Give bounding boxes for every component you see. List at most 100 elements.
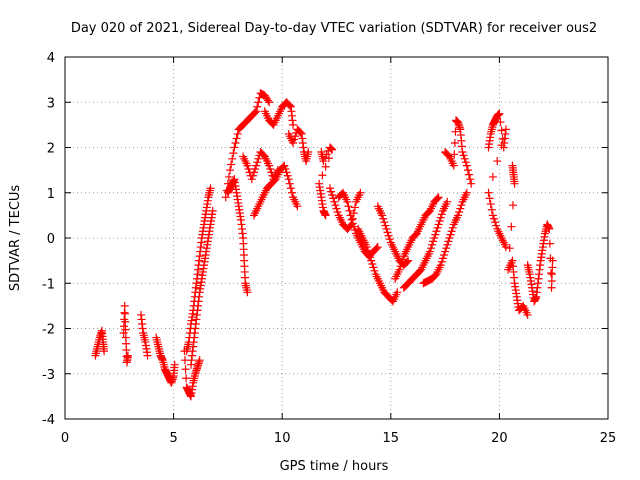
data-point xyxy=(100,347,109,356)
data-point xyxy=(497,141,506,150)
data-point xyxy=(318,171,327,180)
data-point xyxy=(449,161,458,170)
data-point xyxy=(455,207,464,216)
data-point xyxy=(454,211,463,220)
data-point xyxy=(319,157,328,166)
data-point xyxy=(381,221,390,230)
data-point xyxy=(446,230,455,239)
data-point xyxy=(397,258,406,267)
data-point xyxy=(547,276,556,285)
data-point xyxy=(181,365,190,374)
data-point xyxy=(248,171,257,180)
y-tick-label: 4 xyxy=(47,51,55,66)
data-point xyxy=(488,172,497,181)
data-point xyxy=(442,244,451,253)
data-point xyxy=(507,222,516,231)
data-point xyxy=(252,161,261,170)
data-point xyxy=(457,201,466,210)
data-point xyxy=(331,201,340,210)
data-point xyxy=(350,203,359,212)
data-point xyxy=(393,288,402,297)
data-point xyxy=(378,211,387,220)
data-point xyxy=(265,161,274,170)
data-point xyxy=(206,184,215,193)
data-point xyxy=(232,134,241,143)
data-point xyxy=(119,322,128,331)
data-point xyxy=(143,351,152,360)
data-point xyxy=(404,256,413,265)
data-point xyxy=(368,260,377,269)
y-axis-title: SDTVAR / TECUs xyxy=(8,185,23,292)
data-point xyxy=(445,234,454,242)
data-point xyxy=(224,172,233,181)
data-point xyxy=(121,317,130,326)
data-point xyxy=(501,125,510,134)
data-point xyxy=(289,138,298,147)
data-point xyxy=(228,154,237,163)
data-point xyxy=(435,217,444,226)
data-point xyxy=(233,129,242,138)
data-point xyxy=(123,351,132,360)
data-point xyxy=(327,187,336,196)
data-point xyxy=(243,288,252,297)
data-point xyxy=(343,197,352,206)
data-point xyxy=(460,154,469,163)
data-point xyxy=(229,149,238,158)
series-pass-s xyxy=(391,193,443,283)
data-point xyxy=(249,168,258,177)
data-point xyxy=(266,164,275,173)
data-point xyxy=(450,138,459,147)
data-point xyxy=(289,120,298,129)
data-point xyxy=(379,214,388,223)
data-point xyxy=(253,158,262,167)
x-tick-label: 10 xyxy=(274,431,291,446)
data-point xyxy=(456,204,465,213)
series-pass-d xyxy=(152,333,179,387)
series-pass-h xyxy=(223,175,252,297)
data-point xyxy=(287,188,296,197)
data-point xyxy=(547,283,556,292)
data-point xyxy=(395,265,404,274)
data-point xyxy=(447,227,456,236)
data-point xyxy=(432,227,441,236)
data-point xyxy=(231,138,240,147)
data-point xyxy=(254,98,263,107)
y-tick-label: -2 xyxy=(42,323,55,338)
data-point xyxy=(282,168,291,177)
data-point xyxy=(121,325,130,334)
data-point xyxy=(429,237,438,246)
data-point xyxy=(433,194,442,203)
series-pass-g xyxy=(186,206,217,369)
data-point xyxy=(344,202,353,211)
series-pass-y xyxy=(523,220,557,306)
data-point xyxy=(281,164,290,173)
data-point xyxy=(436,261,445,270)
y-tick-label: -1 xyxy=(42,277,55,292)
data-point xyxy=(365,249,374,258)
data-point xyxy=(548,263,557,272)
series-pass-u xyxy=(419,188,471,288)
data-point xyxy=(293,202,302,211)
series-pass-a xyxy=(91,326,109,360)
data-point xyxy=(487,205,496,214)
data-point xyxy=(182,374,191,383)
series-pass-x xyxy=(504,161,532,319)
data-point xyxy=(221,193,230,202)
data-point xyxy=(253,102,262,111)
data-point xyxy=(230,143,239,152)
data-point xyxy=(443,197,452,206)
data-point xyxy=(252,107,261,116)
data-point xyxy=(440,250,449,259)
data-point xyxy=(425,247,434,256)
data-point xyxy=(370,266,379,275)
data-point xyxy=(496,118,505,127)
data-point xyxy=(345,206,354,215)
data-point xyxy=(495,109,504,118)
data-point xyxy=(366,253,375,262)
data-point xyxy=(321,162,330,171)
data-point xyxy=(362,243,371,252)
series-pass-t xyxy=(399,197,452,292)
data-point xyxy=(247,175,256,184)
